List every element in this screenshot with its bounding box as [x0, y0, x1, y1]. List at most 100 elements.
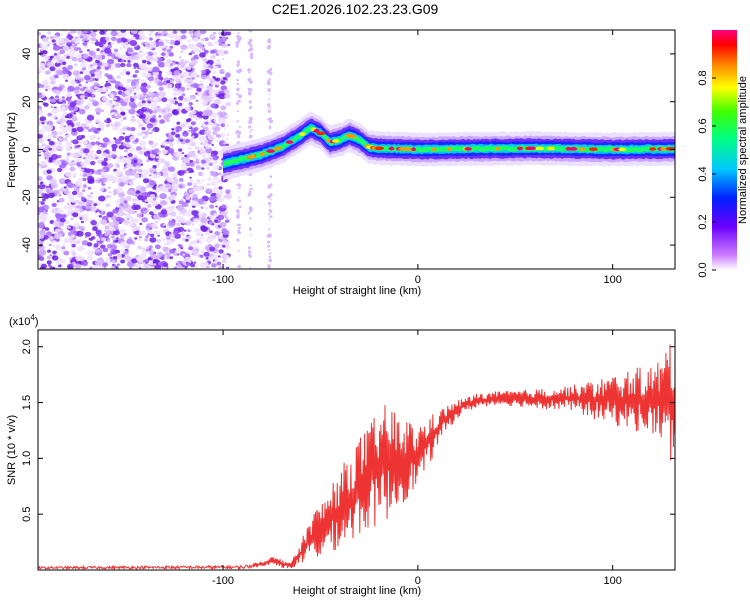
- noise-speckle: [247, 250, 252, 254]
- noise-speckle: [173, 67, 179, 72]
- noise-speckle: [93, 170, 99, 175]
- noise-speckle: [65, 171, 72, 177]
- noise-speckle: [176, 90, 184, 96]
- noise-speckle: [150, 167, 154, 171]
- noise-speckle: [149, 227, 153, 230]
- spectrogram-y-label: Frequency (Hz): [6, 112, 18, 188]
- noise-speckle: [157, 81, 164, 86]
- noise-speckle: [125, 107, 130, 111]
- noise-speckle: [191, 110, 197, 115]
- noise-speckle: [207, 177, 212, 181]
- noise-speckle: [162, 238, 166, 242]
- noise-speckle: [266, 240, 270, 244]
- noise-speckle: [48, 147, 53, 151]
- noise-speckle: [249, 44, 253, 48]
- noise-speckle: [166, 164, 170, 167]
- noise-speckle: [78, 226, 84, 230]
- noise-speckle: [216, 197, 221, 202]
- noise-speckle: [208, 78, 212, 81]
- noise-speckle: [47, 112, 53, 117]
- noise-speckle: [153, 208, 158, 212]
- noise-speckle: [104, 63, 109, 67]
- noise-speckle: [95, 118, 101, 124]
- snr-scale-label: (x104): [9, 313, 39, 328]
- noise-speckle: [181, 158, 188, 164]
- noise-speckle: [61, 106, 65, 109]
- noise-speckle: [146, 84, 152, 89]
- noise-speckle: [154, 244, 161, 249]
- noise-speckle: [200, 226, 208, 233]
- noise-speckle: [69, 161, 76, 167]
- noise-speckle: [126, 126, 132, 131]
- spectrogram-data: [38, 30, 675, 269]
- noise-speckle: [143, 107, 146, 110]
- noise-speckle: [176, 141, 182, 145]
- noise-speckle: [267, 81, 271, 86]
- noise-speckle: [164, 183, 172, 190]
- noise-speckle: [172, 125, 177, 128]
- noise-speckle: [236, 238, 240, 242]
- noise-speckle: [203, 201, 207, 204]
- noise-speckle: [149, 169, 155, 174]
- noise-speckle: [135, 165, 141, 171]
- noise-speckle: [200, 37, 206, 42]
- noise-speckle: [162, 47, 167, 52]
- noise-speckle: [190, 170, 195, 173]
- noise-speckle: [76, 191, 84, 197]
- noise-speckle: [146, 99, 150, 102]
- noise-speckle: [268, 201, 272, 206]
- noise-speckle: [148, 76, 154, 82]
- noise-speckle: [73, 46, 80, 52]
- noise-speckle: [64, 219, 70, 225]
- noise-speckle: [181, 237, 187, 241]
- colorbar-tick-label: 0.0: [697, 262, 709, 277]
- noise-speckle: [197, 180, 202, 184]
- noise-speckle: [78, 83, 82, 87]
- noise-speckle: [99, 156, 104, 160]
- noise-speckle: [185, 238, 189, 242]
- snr-x-label: Height of straight line (km): [293, 585, 421, 597]
- noise-speckle: [81, 260, 89, 266]
- noise-speckle: [154, 188, 160, 193]
- noise-speckle: [133, 173, 140, 179]
- noise-speckle: [99, 30, 105, 35]
- noise-speckle: [38, 176, 43, 181]
- noise-speckle: [40, 160, 48, 167]
- noise-speckle: [184, 60, 189, 64]
- noise-speckle: [136, 158, 143, 164]
- noise-speckle: [78, 140, 83, 144]
- noise-speckle: [201, 70, 207, 75]
- noise-speckle: [247, 246, 252, 250]
- noise-speckle: [101, 160, 108, 167]
- noise-speckle: [109, 226, 116, 232]
- noise-speckle: [87, 186, 92, 190]
- noise-speckle: [151, 128, 155, 132]
- noise-speckle: [121, 157, 129, 164]
- noise-speckle: [86, 93, 92, 97]
- noise-speckle: [165, 83, 173, 89]
- noise-speckle: [172, 92, 178, 97]
- noise-speckle: [268, 117, 272, 121]
- noise-speckle: [111, 65, 117, 69]
- noise-speckle: [196, 192, 200, 195]
- noise-speckle: [105, 229, 114, 236]
- noise-speckle: [247, 192, 252, 196]
- noise-speckle: [217, 134, 222, 138]
- ridge-peak: [588, 147, 598, 151]
- noise-speckle: [178, 244, 183, 249]
- noise-speckle: [158, 115, 162, 118]
- noise-speckle: [238, 199, 242, 203]
- noise-speckle: [73, 38, 81, 44]
- noise-speckle: [120, 241, 127, 247]
- noise-speckle: [96, 87, 103, 93]
- noise-speckle: [71, 128, 77, 133]
- noise-speckle: [74, 207, 81, 213]
- noise-speckle: [61, 246, 66, 250]
- noise-speckle: [79, 71, 84, 74]
- noise-speckle: [221, 239, 229, 245]
- noise-speckle: [175, 133, 181, 138]
- noise-speckle: [119, 228, 126, 234]
- noise-speckle: [269, 186, 271, 189]
- noise-speckle: [238, 226, 241, 230]
- noise-speckle: [267, 70, 271, 74]
